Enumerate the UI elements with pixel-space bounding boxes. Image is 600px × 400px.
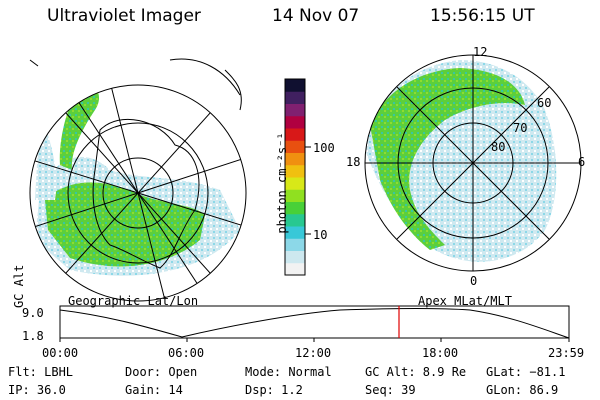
altitude-ylabel: GC Alt <box>12 264 26 308</box>
altitude-xtick-0: 00:00 <box>42 346 79 360</box>
mlat-label-70: 70 <box>513 121 528 135</box>
colorbar-tick-100: 100 <box>313 141 335 155</box>
altitude-xtick-1: 06:00 <box>168 346 205 360</box>
time-label: 15:56:15 UT <box>430 6 535 26</box>
altitude-xtick-2: 12:00 <box>295 346 332 360</box>
mlt-label-6: 6 <box>578 155 586 169</box>
seq-status: Seq: 39 <box>365 383 416 397</box>
colorbar-segment <box>285 201 305 215</box>
dsp-status: Dsp: 1.2 <box>245 383 303 397</box>
door-status: Door: Open <box>125 365 198 379</box>
colorbar-segment <box>285 177 305 190</box>
colorbar-segment <box>285 79 305 92</box>
colorbar-segment <box>285 115 305 129</box>
altitude-ytick-1: 1.8 <box>22 329 44 343</box>
geographic-polar-plot <box>29 54 582 302</box>
mlt-label-18: 18 <box>346 155 361 169</box>
colorbar-segment <box>285 238 305 251</box>
colorbar-segment <box>285 164 305 178</box>
colorbar-segment <box>285 128 305 141</box>
colorbar-label: photon cm⁻²s⁻¹ <box>275 132 289 234</box>
colorbar-segment <box>285 103 305 117</box>
filter-status: Flt: LBHL <box>8 365 74 379</box>
mlat-label-80: 80 <box>491 140 506 154</box>
geographic-label: Geographic Lat/Lon <box>68 294 199 308</box>
mlt-label-12: 12 <box>473 45 488 59</box>
gain-status: Gain: 14 <box>125 383 183 397</box>
colorbar-segment <box>285 152 305 166</box>
colorbar-segment <box>285 226 305 239</box>
altitude-xtick-3: 18:00 <box>422 346 459 360</box>
altitude-ytick-9: 9.0 <box>22 306 44 320</box>
colorbar-tick-10: 10 <box>313 228 328 242</box>
glat-status: GLat: −81.1 <box>486 365 566 379</box>
right-aurora-image <box>365 60 557 262</box>
colorbar-segment <box>285 91 305 104</box>
apex-label: Apex MLat/MLT <box>418 294 512 308</box>
left-aurora-image <box>35 85 240 276</box>
glon-status: GLon: 86.9 <box>486 383 559 397</box>
colorbar-segment <box>285 262 305 276</box>
right-grid <box>364 54 582 272</box>
mlat-label-60: 60 <box>537 96 552 110</box>
colorbar-segment <box>285 250 305 264</box>
ip-status: IP: 36.0 <box>8 383 66 397</box>
date-label: 14 Nov 07 <box>272 6 360 26</box>
colorbar-segment <box>285 189 305 202</box>
altitude-xtick-4: 23:59 <box>548 346 585 360</box>
gc-alt-status: GC Alt: 8.9 Re <box>365 365 467 379</box>
mode-status: Mode: Normal <box>245 365 332 379</box>
colorbar <box>284 78 311 276</box>
instrument-title: Ultraviolet Imager <box>47 6 201 26</box>
colorbar-segment <box>285 213 305 227</box>
altitude-plot <box>59 305 570 342</box>
mlt-label-0: 0 <box>470 274 478 288</box>
colorbar-segment <box>285 140 305 153</box>
